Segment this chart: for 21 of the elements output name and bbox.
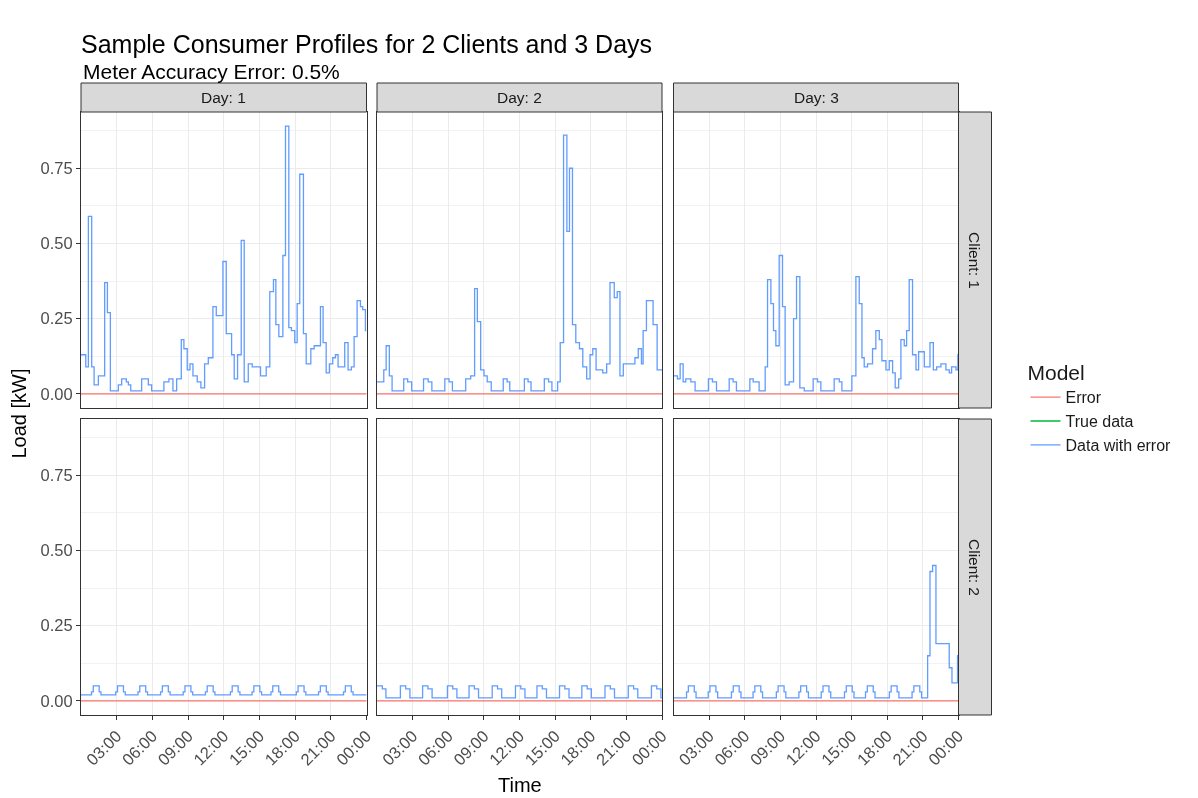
text: Client: 2 <box>966 539 983 596</box>
y-tick-label: 0.00 <box>40 691 73 710</box>
y-tick-label: 0.50 <box>40 541 73 560</box>
y-axis-title: Load [kW] <box>7 368 30 459</box>
legend-title: Model <box>1027 361 1085 385</box>
text: Day: 3 <box>794 89 839 106</box>
chart-subtitle: Meter Accuracy Error: 0.5% <box>83 60 340 83</box>
text: Day: 2 <box>497 89 542 106</box>
y-tick-label: 0.00 <box>40 384 73 403</box>
text: Client: 1 <box>966 232 983 289</box>
y-tick-label: 0.75 <box>40 466 73 485</box>
legend-label: Data with error <box>1065 437 1172 455</box>
chart-title: Sample Consumer Profiles for 2 Clients and 3 Days <box>81 29 653 58</box>
x-axis-title: Time <box>498 774 542 796</box>
legend-label: True data <box>1065 413 1134 431</box>
y-tick-label: 0.75 <box>40 159 73 178</box>
text: Day: 1 <box>201 89 246 106</box>
y-tick-label: 0.25 <box>40 616 73 635</box>
y-tick-label: 0.50 <box>40 234 73 253</box>
y-tick-label: 0.25 <box>40 309 73 328</box>
legend-label: Error <box>1065 389 1102 407</box>
